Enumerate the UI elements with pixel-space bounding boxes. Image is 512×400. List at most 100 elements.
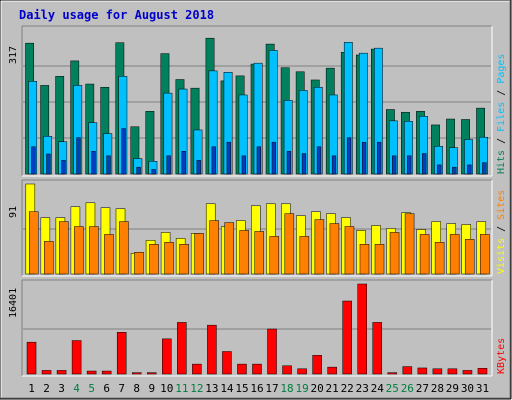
tick-label-day-19: 19 bbox=[295, 382, 308, 395]
tick-label-day-6: 6 bbox=[103, 382, 110, 395]
bar-kbytes-day-10 bbox=[162, 338, 172, 375]
bar-sites-day-28 bbox=[434, 242, 445, 275]
bar-kbytes-day-2 bbox=[41, 370, 52, 375]
bar-sites-day-17 bbox=[269, 236, 280, 275]
tick-label-day-1: 1 bbox=[28, 382, 35, 395]
bar-kbytes-day-28 bbox=[432, 368, 443, 375]
bar-kbytes-day-8 bbox=[131, 372, 142, 375]
bar-kbytes-day-30 bbox=[462, 370, 473, 375]
bar-kbytes-day-12 bbox=[192, 363, 202, 375]
bar-sites-day-15 bbox=[239, 230, 249, 275]
bar-kbytes-day-15 bbox=[237, 363, 247, 375]
bar-sites-day-27 bbox=[419, 234, 430, 275]
legend-item-2: Sites bbox=[496, 190, 507, 220]
bar-kbytes-day-4 bbox=[71, 340, 82, 375]
tick-label-day-5: 5 bbox=[88, 382, 95, 395]
bar-kbytes-day-5 bbox=[86, 370, 97, 375]
bar-kbytes-day-11 bbox=[177, 322, 187, 375]
tick-label-day-22: 22 bbox=[341, 382, 354, 395]
bar-pages-day-23 bbox=[361, 141, 367, 175]
bar-kbytes-day-20 bbox=[312, 355, 322, 375]
bar-kbytes-day-24 bbox=[372, 322, 383, 375]
bar-sites-day-6 bbox=[104, 234, 114, 275]
legend-item-1: / bbox=[496, 132, 507, 150]
legend-visits-sites: Visits / Sites bbox=[496, 190, 507, 274]
bar-kbytes-day-26 bbox=[402, 366, 413, 375]
tick-label-day-4: 4 bbox=[73, 382, 80, 395]
bar-pages-day-4 bbox=[76, 137, 81, 175]
panel-hits-files-pages: 317 Hits / Files / Pages bbox=[8, 25, 507, 177]
tick-label-day-26: 26 bbox=[401, 382, 414, 395]
bar-sites-day-5 bbox=[89, 226, 99, 275]
bar-sites-day-12 bbox=[194, 233, 204, 275]
legend-hits-files-pages: Hits / Files / Pages bbox=[496, 54, 507, 174]
tick-label-day-15: 15 bbox=[235, 382, 248, 395]
bar-pages-day-6 bbox=[106, 155, 111, 175]
bar-pages-day-7 bbox=[121, 128, 126, 175]
bar-pages-day-28 bbox=[437, 164, 442, 175]
bar-sites-day-31 bbox=[479, 234, 490, 275]
legend-item-4: Pages bbox=[496, 54, 507, 84]
bar-pages-day-10 bbox=[166, 155, 171, 175]
bar-pages-day-31 bbox=[482, 162, 487, 175]
bar-sites-day-13 bbox=[209, 220, 219, 275]
bar-sites-day-11 bbox=[179, 244, 189, 275]
legend-item-3: / bbox=[496, 84, 507, 102]
bar-kbytes-day-23 bbox=[357, 283, 367, 375]
tick-label-day-28: 28 bbox=[431, 382, 444, 395]
bar-pages-day-21 bbox=[331, 155, 337, 175]
bar-kbytes-day-25 bbox=[387, 372, 398, 375]
bar-kbytes-day-17 bbox=[267, 328, 277, 375]
tick-label-day-30: 30 bbox=[461, 382, 474, 395]
bar-sites-day-21 bbox=[329, 223, 340, 275]
legend-item-2: Files bbox=[496, 102, 507, 132]
bar-pages-day-18 bbox=[286, 151, 292, 175]
tick-label-day-7: 7 bbox=[118, 382, 125, 395]
tick-label-day-18: 18 bbox=[280, 382, 293, 395]
bar-pages-day-20 bbox=[316, 146, 322, 175]
legend-item-0: Visits bbox=[496, 238, 507, 274]
bar-sites-day-14 bbox=[224, 222, 234, 275]
tick-label-day-25: 25 bbox=[386, 382, 399, 395]
bar-pages-day-9 bbox=[151, 169, 156, 175]
tick-label-day-12: 12 bbox=[190, 382, 203, 395]
bar-sites-day-20 bbox=[314, 219, 325, 275]
bar-sites-day-9 bbox=[149, 244, 159, 275]
tick-label-day-11: 11 bbox=[175, 382, 188, 395]
legend-item-1: / bbox=[496, 220, 507, 238]
bar-pages-day-11 bbox=[181, 151, 186, 175]
bar-kbytes-day-21 bbox=[327, 366, 337, 375]
chart-title: Daily usage for August 2018 bbox=[19, 8, 214, 22]
tick-label-day-29: 29 bbox=[446, 382, 459, 395]
tick-label-day-8: 8 bbox=[133, 382, 140, 395]
bar-pages-day-25 bbox=[392, 155, 397, 175]
bar-pages-day-13 bbox=[211, 146, 216, 175]
bar-sites-day-25 bbox=[389, 232, 400, 275]
tick-label-day-13: 13 bbox=[205, 382, 218, 395]
bar-sites-day-7 bbox=[119, 221, 129, 275]
bar-sites-day-4 bbox=[74, 226, 84, 275]
bar-pages-day-1 bbox=[31, 146, 36, 175]
legend-kbytes: KBytes bbox=[496, 338, 507, 374]
tick-label-day-24: 24 bbox=[371, 382, 385, 395]
bar-kbytes-day-7 bbox=[116, 332, 127, 375]
scale-label-hits-files-pages: 317 bbox=[8, 46, 19, 64]
day-labels-group: 1 2 3 4 5 6 7 8 9 10 11 12 13 14 15 16 17 18 19 20 21 22 23 24 2… bbox=[28, 382, 489, 395]
bar-kbytes-day-18 bbox=[282, 365, 292, 375]
bar-kbytes-day-19 bbox=[297, 368, 307, 375]
tick-label-day-10: 10 bbox=[160, 382, 173, 395]
bar-kbytes-day-1 bbox=[26, 341, 37, 375]
tick-label-day-17: 17 bbox=[265, 382, 278, 395]
bar-sites-day-2 bbox=[44, 241, 54, 275]
bar-kbytes-day-31 bbox=[477, 367, 488, 375]
bar-sites-day-30 bbox=[464, 239, 475, 275]
bar-pages-day-19 bbox=[301, 153, 307, 175]
bar-pages-day-26 bbox=[407, 155, 412, 175]
bar-pages-day-27 bbox=[422, 153, 427, 175]
bar-kbytes-day-3 bbox=[56, 370, 67, 375]
bar-pages-day-22 bbox=[346, 137, 352, 175]
bar-kbytes-day-29 bbox=[447, 368, 458, 375]
bar-sites-day-18 bbox=[284, 213, 295, 275]
tick-label-day-14: 14 bbox=[220, 382, 234, 395]
